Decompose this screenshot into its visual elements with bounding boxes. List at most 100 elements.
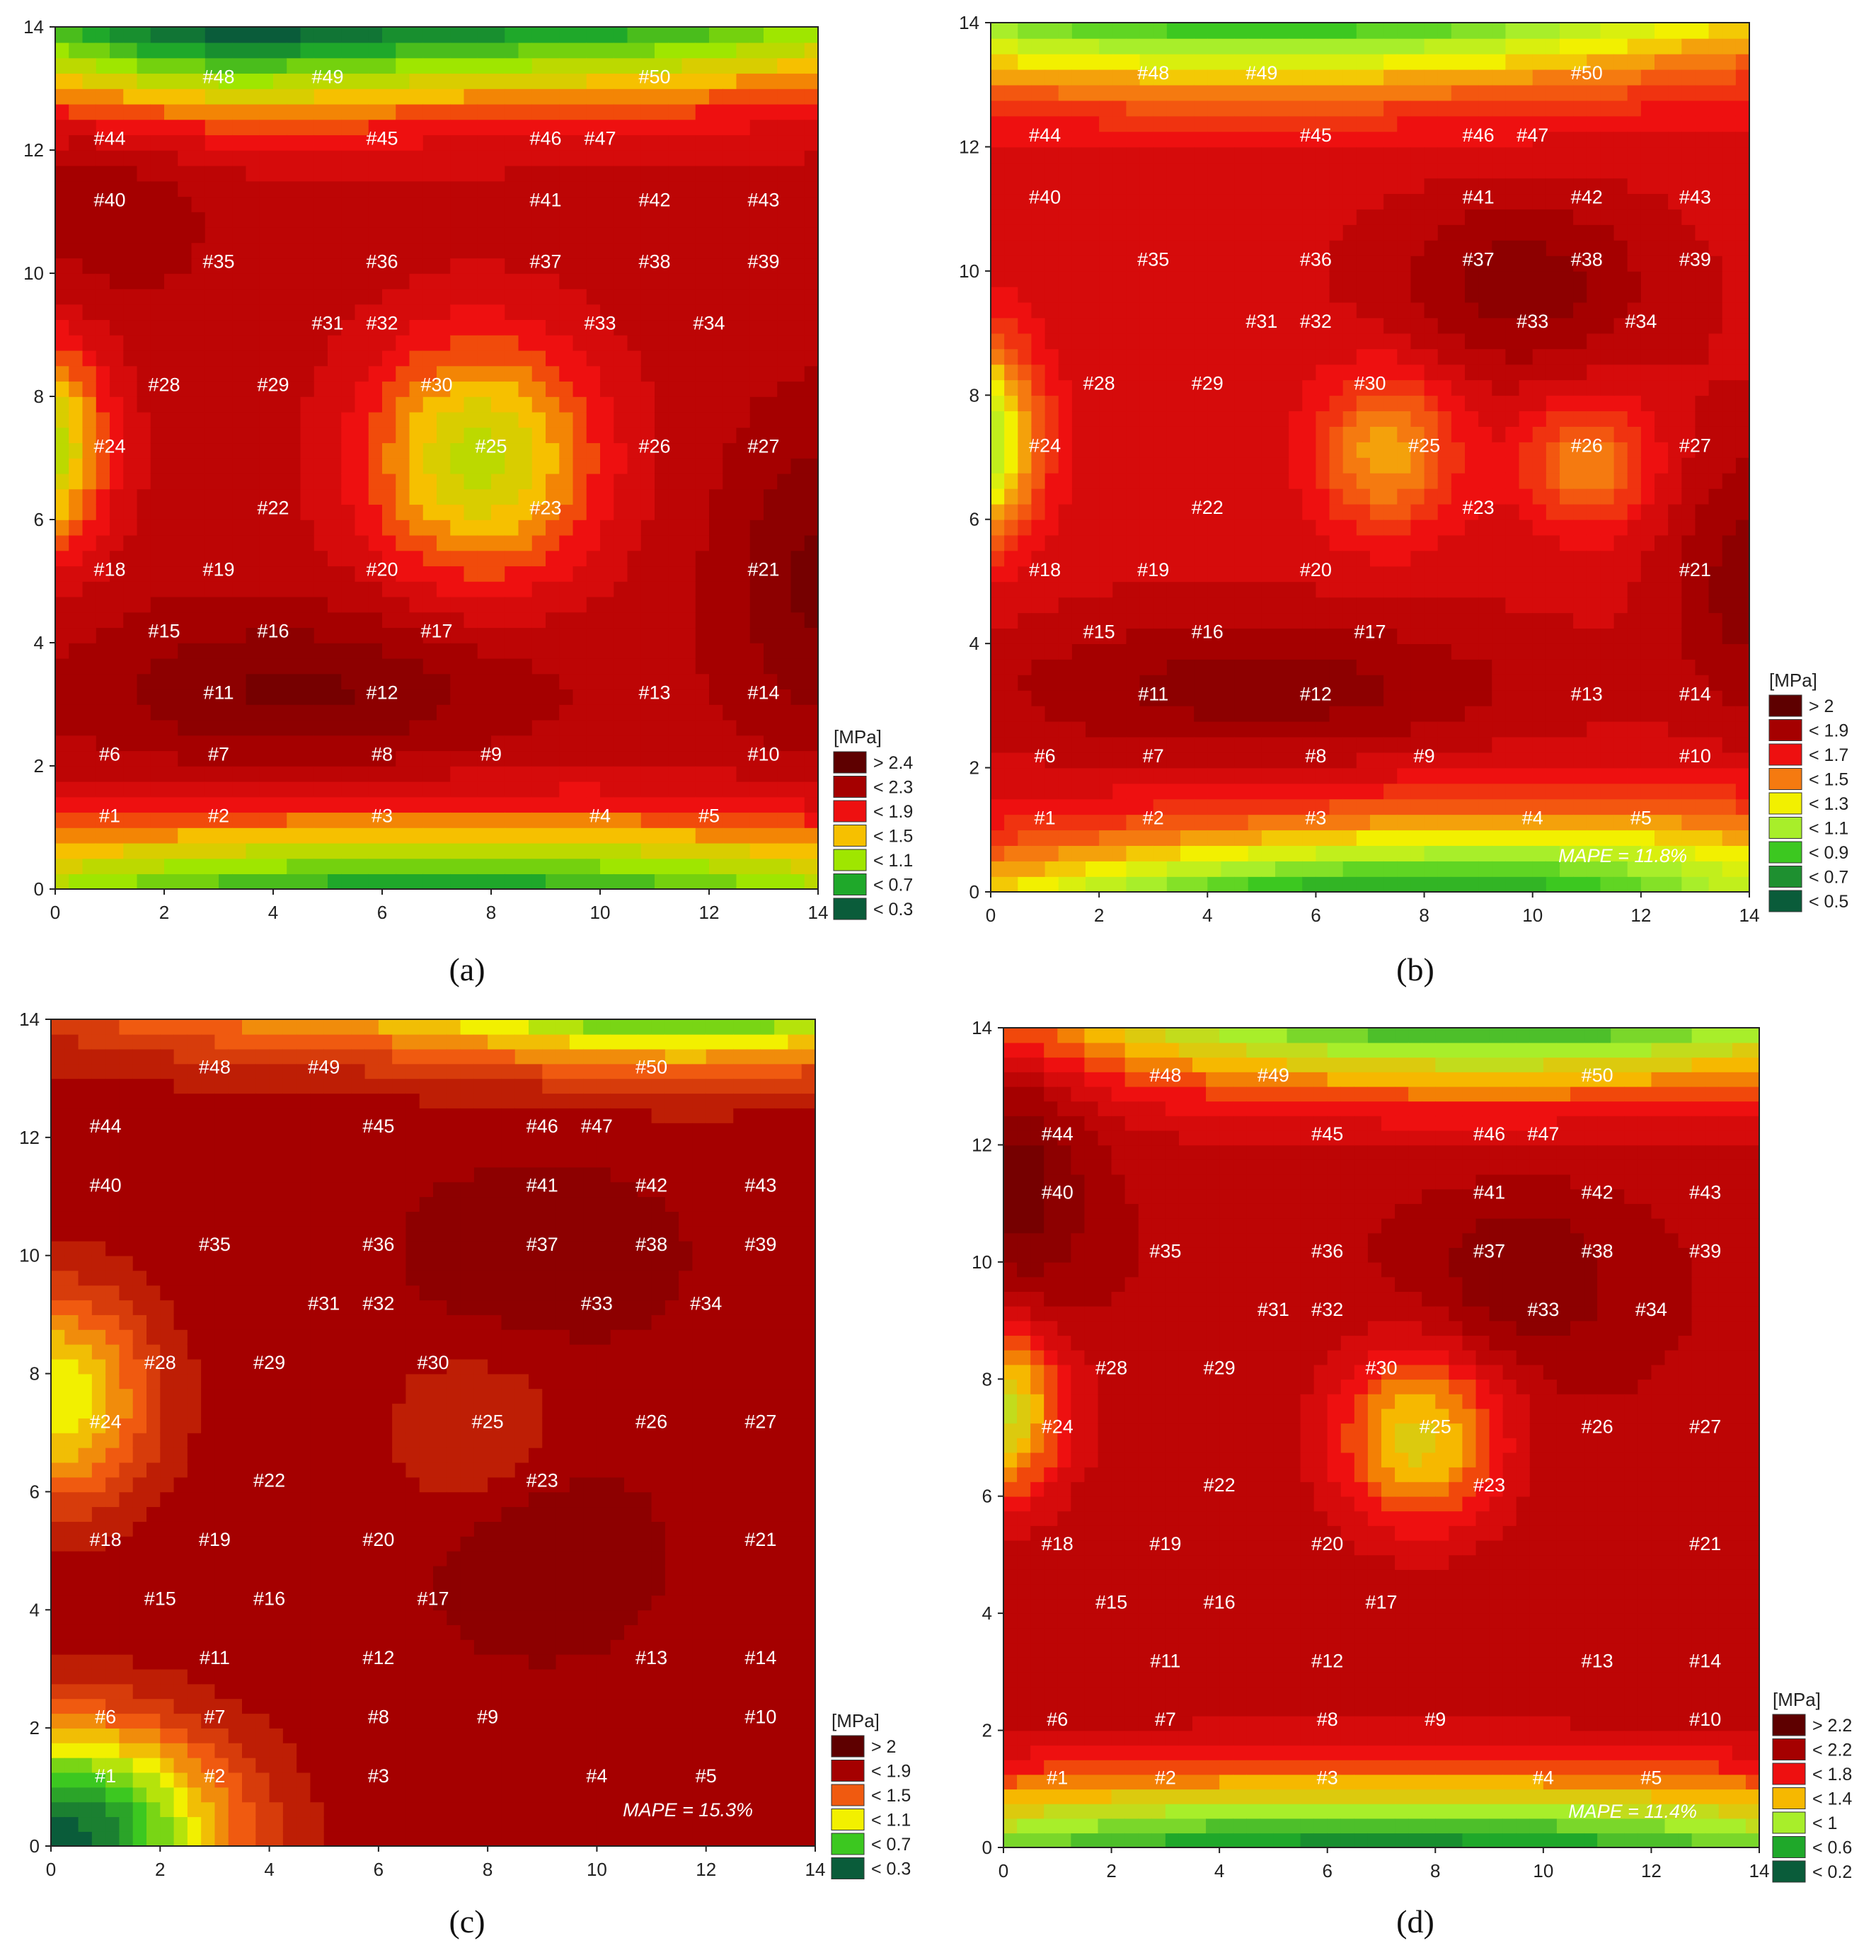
heatmap-cell <box>1370 752 1384 769</box>
heatmap-cell <box>1275 768 1289 784</box>
heatmap-cell <box>164 181 178 197</box>
heatmap-cell <box>1018 271 1032 287</box>
heatmap-cell <box>532 396 546 413</box>
point-label: #7 <box>208 744 229 765</box>
heatmap-cell <box>573 289 587 305</box>
heatmap-cell <box>464 181 478 197</box>
heatmap-cell <box>1072 473 1086 489</box>
heatmap-cell <box>314 827 328 844</box>
heatmap-cell <box>260 535 274 551</box>
heatmap-cell <box>1207 287 1221 303</box>
point-label: #43 <box>747 190 779 211</box>
heatmap-cell <box>641 581 655 597</box>
heatmap-cell <box>1059 752 1073 769</box>
heatmap-cell <box>519 658 533 675</box>
heatmap-cell <box>301 442 315 459</box>
heatmap-cell <box>1112 426 1127 442</box>
heatmap-cell <box>301 750 315 767</box>
heatmap-cell <box>1031 101 1045 117</box>
heatmap-cell <box>519 689 533 705</box>
heatmap-cell <box>1004 845 1018 861</box>
heatmap-cell <box>1370 551 1384 567</box>
heatmap-cell <box>110 350 124 367</box>
heatmap-cell <box>491 150 505 166</box>
heatmap-cell <box>1316 659 1330 675</box>
heatmap-cell <box>559 396 573 413</box>
heatmap-cell <box>491 474 505 490</box>
heatmap-cell <box>1248 876 1262 893</box>
heatmap-cell <box>991 581 1005 597</box>
heatmap-cell <box>696 612 710 629</box>
heatmap-cell <box>532 750 546 767</box>
heatmap-cell <box>260 797 274 813</box>
heatmap-cell <box>123 27 137 43</box>
heatmap-cell <box>246 843 260 859</box>
heatmap-cell <box>192 766 206 782</box>
heatmap-cell <box>764 827 778 844</box>
heatmap-cell <box>1153 473 1168 489</box>
heatmap-cell <box>437 42 451 59</box>
heatmap-cell <box>260 258 274 274</box>
heatmap-cell <box>287 335 301 351</box>
heatmap-cell <box>628 104 642 120</box>
heatmap-cell <box>1262 38 1276 55</box>
heatmap-cell <box>1031 845 1045 861</box>
heatmap-cell <box>301 535 315 551</box>
heatmap-cell <box>219 88 233 105</box>
heatmap-cell <box>1275 612 1289 629</box>
heatmap-cell <box>1099 535 1113 551</box>
heatmap-cell <box>600 273 614 290</box>
heatmap-cell <box>69 58 83 74</box>
heatmap-cell <box>1004 193 1018 210</box>
heatmap-cell <box>382 612 396 629</box>
heatmap-cell <box>750 520 764 536</box>
heatmap-cell <box>682 581 696 597</box>
heatmap-cell <box>314 535 328 551</box>
heatmap-cell <box>1275 364 1289 380</box>
heatmap-cell <box>260 581 274 597</box>
heatmap-cell <box>1289 581 1303 597</box>
heatmap-cell <box>1194 302 1208 319</box>
heatmap-cell <box>396 350 410 367</box>
heatmap-cell <box>1316 457 1330 474</box>
heatmap-cell <box>1045 784 1059 800</box>
point-label: #19 <box>202 559 234 580</box>
heatmap-cell <box>991 442 1005 458</box>
heatmap-cell <box>1397 830 1411 846</box>
heatmap-cell <box>137 273 151 290</box>
heatmap-cell <box>437 474 451 490</box>
heatmap-cell <box>1194 861 1208 877</box>
heatmap-cell <box>723 58 737 74</box>
heatmap-cell <box>69 581 83 597</box>
heatmap-cell <box>450 566 464 582</box>
heatmap-cell <box>991 798 1005 815</box>
heatmap-cell <box>723 104 737 120</box>
heatmap-cell <box>546 227 560 243</box>
heatmap-cell <box>437 597 451 613</box>
heatmap-cell <box>791 258 805 274</box>
heatmap-cell <box>600 535 614 551</box>
heatmap-cell <box>369 520 383 536</box>
heatmap-cell <box>614 827 628 844</box>
heatmap-cell <box>991 876 1005 893</box>
heatmap-cell <box>764 535 778 551</box>
heatmap-cell <box>396 366 410 382</box>
heatmap-cell <box>123 812 137 828</box>
heatmap-cell <box>1126 333 1140 350</box>
heatmap-cell <box>614 166 628 182</box>
heatmap-cell <box>587 873 601 890</box>
heatmap-cell <box>750 704 764 721</box>
heatmap-cell <box>341 104 355 120</box>
heatmap-cell <box>83 243 97 259</box>
heatmap-cell <box>655 366 669 382</box>
heatmap-cell <box>1235 411 1249 427</box>
heatmap-cell <box>600 289 614 305</box>
heatmap-cell <box>546 166 560 182</box>
heatmap-cell <box>55 735 69 752</box>
heatmap-cell <box>69 258 83 274</box>
heatmap-cell <box>355 212 369 228</box>
heatmap-cell <box>382 597 396 613</box>
heatmap-cell <box>164 258 178 274</box>
heatmap-cell <box>1397 798 1411 815</box>
heatmap-cell <box>273 704 287 721</box>
